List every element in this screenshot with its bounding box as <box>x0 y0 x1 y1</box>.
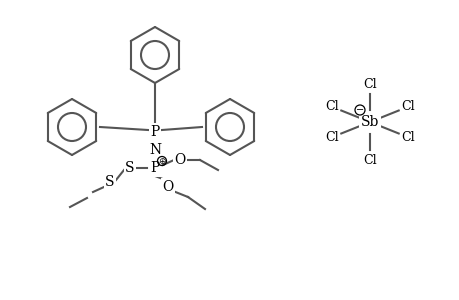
Text: S: S <box>105 175 114 189</box>
Text: O: O <box>162 180 173 194</box>
Text: N: N <box>149 143 161 157</box>
Text: Cl: Cl <box>363 77 376 91</box>
Text: Cl: Cl <box>400 100 414 113</box>
Text: P: P <box>150 161 159 175</box>
Text: Cl: Cl <box>325 131 338 144</box>
Text: P: P <box>150 125 159 139</box>
Text: Cl: Cl <box>363 154 376 166</box>
Text: S: S <box>125 161 134 175</box>
Text: Cl: Cl <box>400 131 414 144</box>
Text: ⊕: ⊕ <box>158 157 165 166</box>
Text: Sb: Sb <box>360 115 378 129</box>
Text: O: O <box>174 153 185 167</box>
Text: Cl: Cl <box>325 100 338 113</box>
Text: −: − <box>355 105 363 115</box>
